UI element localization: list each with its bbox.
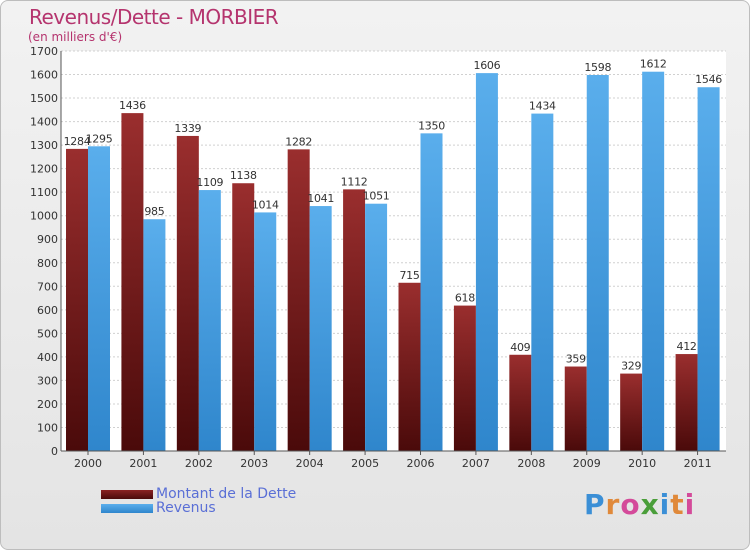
bar-dette (287, 149, 310, 451)
bar-revenus (531, 113, 554, 452)
y-tick-label: 900 (37, 233, 58, 246)
x-tick-label: 2001 (129, 457, 157, 470)
bar-revenus (143, 219, 166, 451)
y-tick-label: 1000 (30, 210, 58, 223)
y-tick-label: 1600 (30, 69, 58, 82)
bar-revenus (309, 206, 332, 451)
x-tick-label: 2007 (462, 457, 490, 470)
bar-revenus (420, 133, 443, 451)
x-tick-label: 2009 (573, 457, 601, 470)
y-tick-label: 1700 (30, 45, 58, 58)
data-label-revenus: 1041 (307, 192, 334, 205)
bar-revenus (642, 71, 665, 452)
bar-dette (453, 305, 476, 451)
data-label-revenus: 1546 (695, 73, 722, 86)
y-tick-label: 500 (37, 327, 58, 340)
logo-letter: x (640, 488, 660, 521)
bar-dette (121, 113, 144, 451)
data-label-dette: 1138 (230, 169, 257, 182)
plot-area (61, 51, 726, 451)
data-label-dette: 359 (566, 353, 586, 366)
x-tick-label: 2006 (407, 457, 435, 470)
y-tick-label: 100 (37, 421, 58, 434)
data-label-dette: 329 (621, 360, 641, 373)
data-label-revenus: 1350 (418, 119, 445, 132)
x-tick-label: 2010 (628, 457, 656, 470)
y-tick-label: 1200 (30, 163, 58, 176)
data-label-revenus: 1606 (474, 59, 501, 72)
legend-label-revenus: Revenus (156, 500, 216, 516)
proxiti-logo: Proxiti (584, 488, 695, 521)
logo-letter: i (684, 488, 696, 521)
x-tick-label: 2000 (74, 457, 102, 470)
data-label-dette: 618 (455, 292, 475, 305)
data-label-revenus: 1109 (196, 176, 223, 189)
y-tick-label: 700 (37, 280, 58, 293)
bar-dette (66, 148, 88, 451)
bar-revenus (586, 75, 609, 451)
y-tick-label: 800 (37, 257, 58, 270)
data-label-dette: 412 (677, 340, 697, 353)
chart-subtitle: (en milliers d'€) (28, 30, 123, 44)
bar-dette (232, 183, 255, 451)
data-label-dette: 715 (399, 269, 419, 282)
data-label-dette: 1339 (174, 122, 201, 135)
bar-dette (675, 354, 698, 451)
chart-title: Revenus/Dette - MORBIER (29, 5, 279, 29)
x-tick-label: 2011 (684, 457, 712, 470)
y-tick-label: 1100 (30, 186, 58, 199)
bar-dette (176, 135, 199, 452)
x-tick-label: 2003 (240, 457, 268, 470)
data-label-revenus: 1612 (640, 58, 667, 71)
bar-dette (620, 373, 643, 451)
y-tick-label: 400 (37, 351, 58, 364)
y-tick-label: 1400 (30, 116, 58, 129)
x-tick-label: 2002 (185, 457, 213, 470)
data-label-revenus: 1295 (86, 132, 113, 145)
bar-dette (398, 282, 421, 451)
logo-letter: P (584, 488, 606, 521)
bar-revenus (198, 190, 221, 451)
x-tick-label: 2008 (517, 457, 545, 470)
data-label-revenus: 985 (144, 205, 164, 218)
bar-dette (509, 354, 532, 451)
y-tick-label: 1300 (30, 139, 58, 152)
logo-letter: o (620, 488, 641, 521)
data-label-revenus: 1014 (252, 198, 279, 211)
bar-revenus (254, 212, 277, 451)
y-tick-label: 0 (51, 445, 58, 458)
logo-letter: r (605, 488, 621, 521)
logo-letter: t (670, 488, 685, 521)
legend-label-dette: Montant de la Dette (156, 486, 297, 502)
x-tick-label: 2004 (296, 457, 324, 470)
bar-revenus (88, 146, 110, 451)
legend-swatch-revenus (101, 504, 153, 513)
bar-revenus (697, 87, 720, 451)
bar-dette (343, 189, 366, 451)
x-tick-label: 2005 (351, 457, 379, 470)
logo-letter: i (659, 488, 671, 521)
data-label-revenus: 1434 (529, 100, 556, 113)
y-tick-label: 200 (37, 398, 58, 411)
data-label-dette: 409 (510, 341, 530, 354)
bar-revenus (475, 73, 498, 451)
y-tick-label: 1500 (30, 92, 58, 105)
data-label-dette: 1284 (64, 135, 91, 148)
data-label-revenus: 1051 (363, 190, 390, 203)
bar-revenus (365, 203, 388, 451)
y-tick-label: 600 (37, 304, 58, 317)
legend-swatch-dette (101, 490, 153, 499)
data-label-dette: 1436 (119, 99, 146, 112)
data-label-revenus: 1598 (584, 61, 611, 74)
data-label-dette: 1112 (341, 175, 368, 188)
bar-dette (564, 366, 587, 451)
data-label-dette: 1282 (285, 135, 312, 148)
y-tick-label: 300 (37, 374, 58, 387)
